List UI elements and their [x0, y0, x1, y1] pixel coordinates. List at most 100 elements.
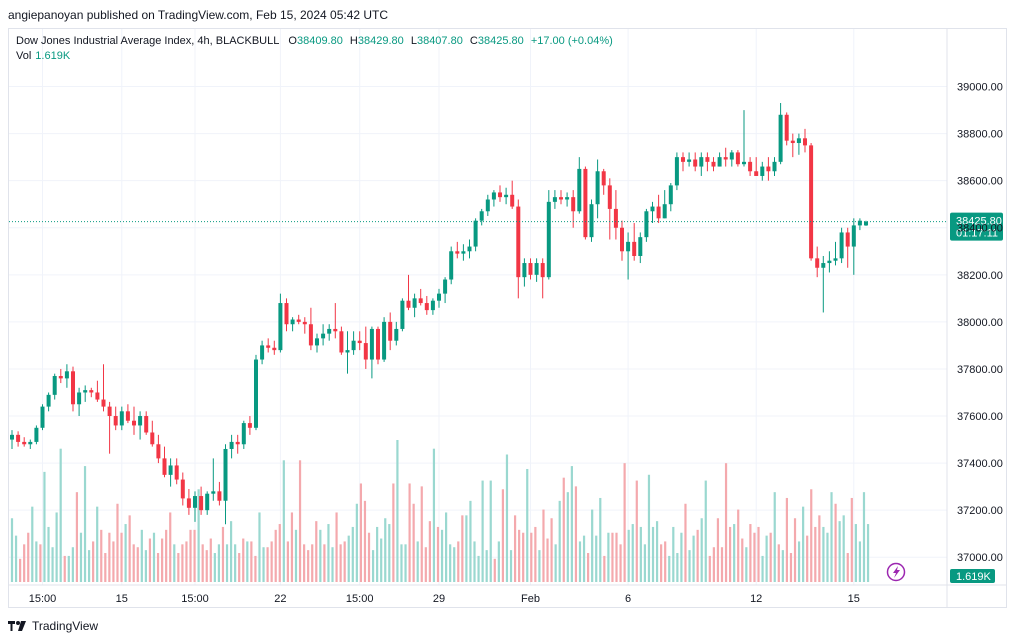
volume-bar — [19, 558, 22, 582]
volume-bar — [720, 547, 724, 582]
x-tick-label: 15:00 — [29, 593, 57, 605]
candle-body — [64, 371, 69, 379]
volume-bar — [229, 521, 233, 582]
candle-body — [10, 434, 14, 440]
candle-body — [607, 185, 612, 209]
volume-bar — [355, 503, 358, 582]
volume-bar — [489, 480, 492, 582]
volume-value: 1.619K — [35, 50, 71, 62]
volume-bar — [684, 503, 687, 582]
candle-body — [565, 197, 570, 200]
volume-bar — [120, 532, 123, 582]
candle-body — [58, 376, 63, 379]
candle-body — [656, 206, 661, 219]
volume-bar — [838, 521, 841, 582]
y-tick-label: 38600.00 — [957, 176, 1003, 188]
candle-body — [290, 319, 295, 325]
chart-pane[interactable]: 38425.80 01:17:11 1.619K 39000.00 38800.00 3… — [8, 28, 1007, 608]
volume-bar — [116, 503, 119, 582]
volume-bar — [729, 526, 732, 582]
volume-bar — [112, 541, 115, 582]
volume-bar — [708, 555, 711, 582]
candle-body — [278, 303, 283, 351]
close-value: 38425.80 — [477, 35, 524, 47]
volume-bar — [161, 538, 164, 582]
candle-body — [424, 303, 429, 311]
high-label: H — [349, 35, 358, 47]
candle-body — [687, 159, 692, 162]
candle-body — [717, 157, 722, 167]
volume-bar — [607, 532, 610, 582]
volume-bar — [298, 460, 302, 582]
candle-body — [546, 201, 551, 278]
volume-bar — [765, 535, 768, 582]
volume-bar — [266, 547, 269, 582]
volume-bar — [509, 550, 513, 582]
volume-bar — [522, 532, 525, 582]
volume-bar — [87, 550, 91, 582]
candle-body — [681, 157, 685, 162]
candle-body — [552, 197, 557, 202]
volume-bar — [278, 524, 281, 582]
volume-bar — [712, 547, 715, 582]
footer-brand[interactable]: TradingView — [8, 616, 98, 636]
candle-body — [345, 350, 350, 353]
volume-bar — [213, 553, 216, 582]
tradingview-logo-icon — [8, 621, 26, 631]
volume-bar — [850, 497, 853, 582]
candle-body — [583, 168, 588, 238]
volume-bar — [826, 532, 829, 582]
volume-bar — [688, 550, 691, 582]
candle-body — [674, 157, 679, 186]
volume-bar — [639, 526, 642, 582]
volume-bar — [830, 492, 833, 582]
candle-body — [571, 197, 576, 212]
volume-bar — [424, 547, 427, 582]
x-tick-label: 22 — [274, 593, 286, 605]
volume-bar — [185, 541, 188, 582]
volume-bar — [643, 544, 647, 582]
volume-bar — [526, 468, 529, 582]
volume-bar — [745, 547, 748, 582]
candle-body — [821, 263, 826, 268]
candle-body — [498, 192, 502, 198]
candle-body — [388, 321, 393, 341]
volume-bar — [132, 544, 135, 582]
volume-bar — [757, 526, 760, 582]
volume-bar — [335, 512, 338, 582]
open-value: 38409.80 — [296, 35, 343, 47]
volume-bar — [562, 477, 565, 582]
y-tick-label: 37000.00 — [957, 552, 1003, 564]
candle-body — [284, 303, 289, 325]
volume-bar — [71, 547, 74, 582]
y-tick-label: 38000.00 — [957, 317, 1003, 329]
volume-bar — [611, 532, 614, 582]
candle-body — [272, 347, 277, 351]
candle-body — [650, 206, 655, 212]
volume-bar — [392, 483, 395, 582]
candle-body — [174, 465, 179, 480]
volume-bar — [217, 544, 221, 582]
volume-bar — [761, 555, 764, 582]
volume-bar — [242, 538, 245, 582]
candle-body — [321, 333, 326, 339]
volume-bar — [416, 541, 419, 582]
volume-bar — [104, 553, 107, 582]
candle-body — [796, 138, 801, 144]
volume-bar — [704, 480, 707, 582]
y-tick-label: 37600.00 — [957, 411, 1003, 423]
volume-bar — [846, 553, 849, 582]
volume-bar — [47, 526, 50, 582]
volume-bar — [238, 553, 241, 582]
y-tick-label: 37400.00 — [957, 458, 1003, 470]
candle-body — [302, 321, 307, 325]
volume-bar — [10, 518, 14, 582]
change-value: +17.00 (+0.04%) — [530, 35, 613, 47]
candle-body — [803, 138, 807, 146]
volume-bar — [234, 544, 237, 582]
volume-bar — [371, 550, 375, 582]
volume-bars — [10, 440, 870, 582]
volume-bar — [225, 544, 229, 582]
candle-body — [339, 331, 344, 353]
